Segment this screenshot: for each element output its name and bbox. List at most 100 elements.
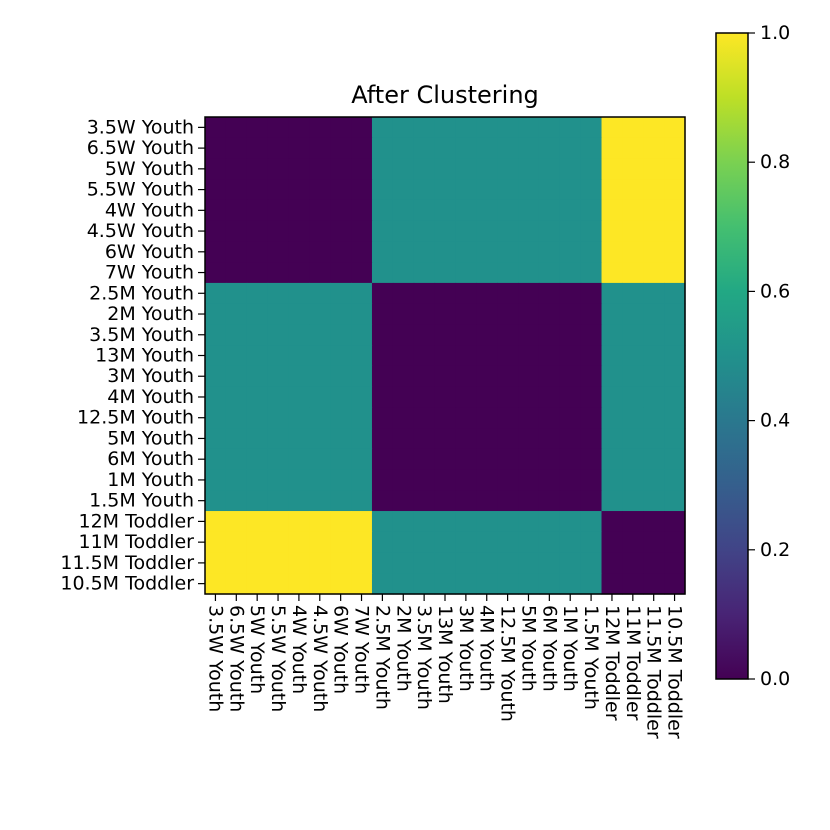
heatmap-cell (413, 241, 436, 263)
heatmap-cell (246, 282, 269, 305)
y-tick-label: 6M Youth (107, 448, 194, 470)
heatmap-cell (476, 428, 498, 450)
heatmap-cell (497, 262, 519, 284)
heatmap-cell (664, 303, 686, 325)
heatmap-cell (643, 158, 665, 180)
heatmap-cell (267, 552, 290, 574)
heatmap-cell (205, 573, 227, 595)
colorbar-tick-label: 0.8 (760, 151, 790, 173)
heatmap-cell (288, 262, 310, 284)
y-tick-label: 5.5W Youth (87, 179, 194, 201)
heatmap-cell (246, 137, 269, 160)
heatmap-cell (225, 117, 248, 139)
heatmap-cell (288, 199, 310, 222)
heatmap-cell (559, 365, 582, 388)
heatmap-cell (538, 137, 561, 160)
heatmap-cell (267, 469, 290, 491)
heatmap-cell (351, 511, 373, 533)
heatmap-cell (371, 511, 394, 533)
heatmap-cell (267, 448, 290, 471)
heatmap-cell (580, 137, 603, 160)
heatmap-cell (330, 531, 352, 554)
heatmap-cell (538, 448, 561, 471)
heatmap-cell (476, 241, 498, 263)
heatmap-cell (559, 531, 582, 554)
heatmap-cell (246, 428, 269, 450)
heatmap-cell (309, 158, 331, 180)
heatmap-cell (476, 158, 498, 180)
heatmap-cell (601, 448, 623, 471)
heatmap-cell (497, 386, 519, 408)
heatmap-cell (664, 137, 686, 160)
heatmap-cell (371, 324, 394, 346)
heatmap-cell (580, 158, 603, 180)
heatmap-cell (434, 345, 457, 367)
heatmap-cell (309, 303, 331, 325)
heatmap-cell (434, 303, 457, 325)
heatmap-cell (580, 282, 603, 305)
x-tick-label: 4W Youth (288, 605, 310, 694)
heatmap-cell (225, 199, 248, 222)
heatmap-cell (246, 511, 269, 533)
heatmap-cell (497, 324, 519, 346)
heatmap-cell (413, 407, 436, 429)
heatmap-cell (205, 511, 227, 533)
heatmap-cell (434, 158, 457, 180)
heatmap-cell (392, 345, 415, 367)
heatmap-cell (371, 282, 394, 305)
heatmap-cell (413, 220, 436, 243)
y-tick-label: 10.5M Toddler (60, 573, 194, 595)
heatmap-cell (413, 117, 436, 139)
heatmap-cell (643, 511, 665, 533)
heatmap-cell (309, 469, 331, 491)
heatmap-cell (392, 137, 415, 160)
heatmap-cell (288, 137, 310, 160)
heatmap-cell (351, 531, 373, 554)
heatmap-cell (225, 137, 248, 160)
heatmap-cell (434, 407, 457, 429)
heatmap-cell (413, 345, 436, 367)
heatmap-cell (413, 428, 436, 450)
heatmap-cell (601, 117, 623, 139)
heatmap-cell (392, 117, 415, 139)
heatmap-cell (205, 303, 227, 325)
x-tick-label: 4M Youth (476, 605, 498, 692)
heatmap-cell (267, 511, 290, 533)
heatmap-cell (309, 428, 331, 450)
heatmap-cell (225, 241, 248, 263)
heatmap-cell (622, 469, 644, 491)
heatmap-cell (497, 407, 519, 429)
heatmap-cell (205, 531, 227, 554)
heatmap-cell (622, 303, 644, 325)
heatmap-cell (559, 262, 582, 284)
heatmap-cell (518, 448, 540, 471)
y-tick-label: 4W Youth (105, 199, 194, 221)
heatmap-cell (434, 386, 457, 408)
heatmap-cell (643, 241, 665, 263)
heatmap-cell (664, 428, 686, 450)
heatmap-cell (267, 262, 290, 284)
heatmap-cell (434, 117, 457, 139)
heatmap-cell (351, 573, 373, 595)
heatmap-cell (351, 262, 373, 284)
heatmap-cell (309, 345, 331, 367)
heatmap-cell (559, 490, 582, 512)
heatmap-cell (601, 137, 623, 160)
heatmap-cell (351, 220, 373, 243)
heatmap-cell (580, 220, 603, 243)
heatmap-cell (622, 158, 644, 180)
heatmap-cell (455, 199, 477, 222)
heatmap-cell (538, 345, 561, 367)
heatmap-cell (267, 179, 290, 201)
heatmap-cell (664, 262, 686, 284)
heatmap-cell (309, 365, 331, 388)
heatmap-cell (330, 324, 352, 346)
heatmap-cell (476, 469, 498, 491)
heatmap-cell (601, 407, 623, 429)
x-tick-label: 11M Toddler (622, 605, 644, 721)
heatmap-cell (434, 573, 457, 595)
heatmap-cell (267, 282, 290, 305)
x-tick-label: 2M Youth (392, 605, 414, 692)
heatmap-cell (622, 262, 644, 284)
heatmap-cell (392, 428, 415, 450)
